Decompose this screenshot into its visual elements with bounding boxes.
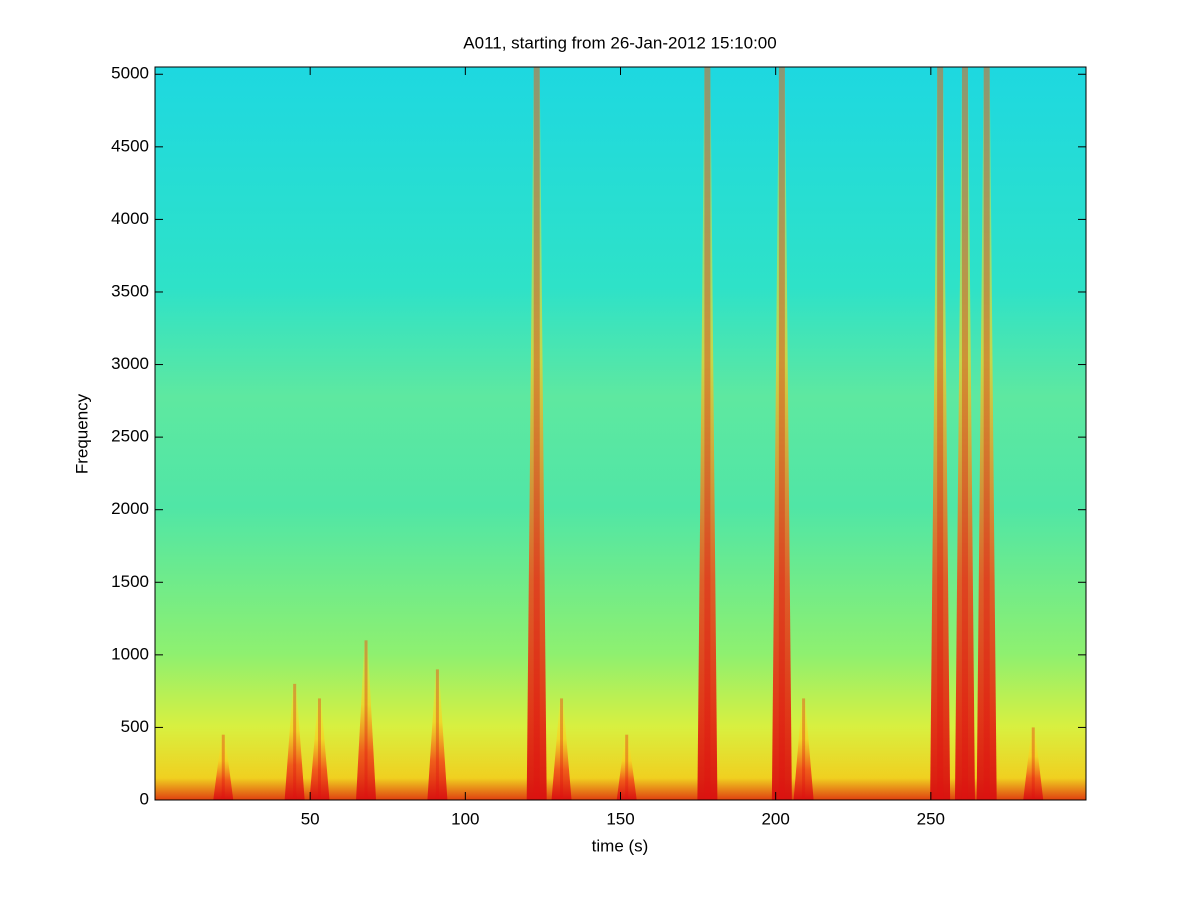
y-tick-label: 3000 [111,354,149,373]
y-tick-label: 0 [140,789,149,808]
burst-core [1031,727,1035,800]
burst [616,734,637,800]
burst-core [961,67,968,800]
burst [976,67,997,800]
burst-core [533,67,540,800]
y-tick-label: 2500 [111,427,149,446]
burst-core [625,734,629,800]
burst-core [983,67,990,800]
burst [930,67,951,800]
x-axis-label: time (s) [592,836,649,855]
burst [284,683,305,800]
x-tick-label: 150 [606,809,634,828]
burst-core [364,640,368,800]
burst [954,67,975,800]
burst-core [802,698,806,800]
burst-core [317,698,321,800]
burst [356,640,377,800]
x-tick-label: 100 [451,809,479,828]
burst-core [778,67,785,800]
burst-core [435,669,439,800]
y-tick-label: 3500 [111,281,149,300]
y-tick-label: 4000 [111,209,149,228]
y-axis-label: Frequency [72,393,91,474]
burst [309,698,330,800]
burst [697,67,718,800]
x-tick-label: 50 [301,809,320,828]
burst-core [560,698,564,800]
burst [793,698,814,800]
burst [551,698,572,800]
x-tick-label: 250 [917,809,945,828]
burst-core [937,67,944,800]
burst [213,734,234,800]
chart-title: A011, starting from 26-Jan-2012 15:10:00 [463,33,776,52]
burst [427,669,448,800]
burst-core [221,734,225,800]
bursts [213,67,1044,800]
burst [526,67,547,800]
y-tick-label: 2000 [111,499,149,518]
burst [1023,727,1044,800]
plot-background [155,67,1086,800]
y-tick-label: 5000 [111,64,149,83]
burst [771,67,792,800]
y-tick-label: 500 [121,717,149,736]
y-tick-label: 4500 [111,136,149,155]
y-tick-label: 1000 [111,644,149,663]
x-tick-label: 200 [761,809,789,828]
burst-core [704,67,711,800]
y-tick-label: 1500 [111,572,149,591]
burst-core [293,683,297,800]
